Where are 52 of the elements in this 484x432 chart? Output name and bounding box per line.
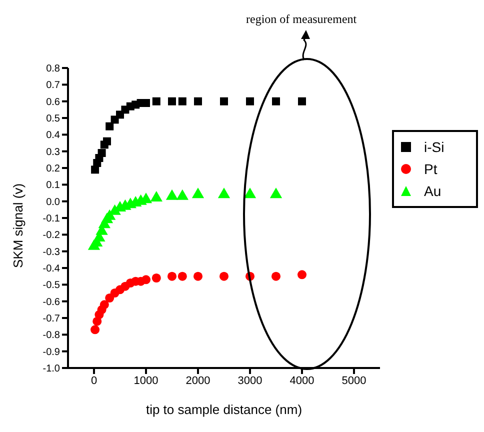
y-tick-label: 0.6 — [46, 96, 60, 108]
y-tick-label: -0.6 — [42, 296, 60, 308]
x-tick-label: 1000 — [134, 374, 158, 387]
point — [167, 272, 177, 281]
y-tick-label: -0.9 — [42, 346, 60, 358]
point — [152, 97, 160, 106]
point — [297, 270, 307, 280]
point — [152, 273, 161, 283]
point — [90, 325, 100, 334]
y-tick-label: 0.3 — [46, 146, 60, 158]
point — [98, 149, 106, 157]
x-tick-label: 2000 — [186, 374, 210, 387]
y-tick-label: 0.5 — [46, 114, 60, 125]
y-tick-label: -0.1 — [42, 214, 60, 225]
y-tick-label: -0.7 — [42, 314, 60, 325]
y-tick-label: 0.0 — [46, 196, 60, 208]
legend-label: i-Si — [424, 138, 444, 157]
point — [141, 275, 151, 284]
point — [178, 272, 187, 281]
point — [106, 122, 114, 130]
x-tick-label: 4000 — [290, 374, 314, 387]
point — [103, 137, 111, 146]
point — [272, 97, 280, 106]
y-tick-label: 0.2 — [46, 164, 60, 175]
y-tick-label: -0.2 — [42, 230, 60, 242]
x-axis-title: tip to sample distance (nm) — [146, 402, 302, 417]
y-tick-label: 0.8 — [46, 64, 60, 75]
x-tick-label: 3000 — [238, 374, 262, 387]
point — [193, 272, 203, 281]
point — [178, 97, 186, 106]
point — [246, 97, 254, 106]
point — [168, 97, 176, 106]
point — [219, 272, 229, 281]
point — [298, 97, 306, 106]
point — [271, 272, 281, 281]
y-tick-label: -0.3 — [42, 246, 60, 258]
point — [100, 300, 109, 310]
y-tick-label: -1.0 — [42, 364, 60, 375]
legend-label: Au — [424, 182, 442, 201]
y-tick-label: -0.5 — [42, 280, 60, 292]
legend-label: Pt — [424, 160, 438, 179]
text: region of measurement — [246, 12, 357, 27]
x-tick-label: 5000 — [342, 374, 366, 387]
y-tick-label: -0.8 — [42, 330, 60, 342]
y-tick-label: -0.4 — [42, 264, 60, 275]
y-tick-label: 0.4 — [46, 130, 60, 142]
y-tick-label: 0.7 — [46, 80, 60, 92]
point — [220, 97, 228, 106]
y-axis-title: SKM signal (v) — [10, 183, 26, 268]
point — [194, 97, 202, 106]
x-tick-label: 0 — [90, 374, 98, 387]
y-tick-label: 0.1 — [46, 180, 60, 192]
